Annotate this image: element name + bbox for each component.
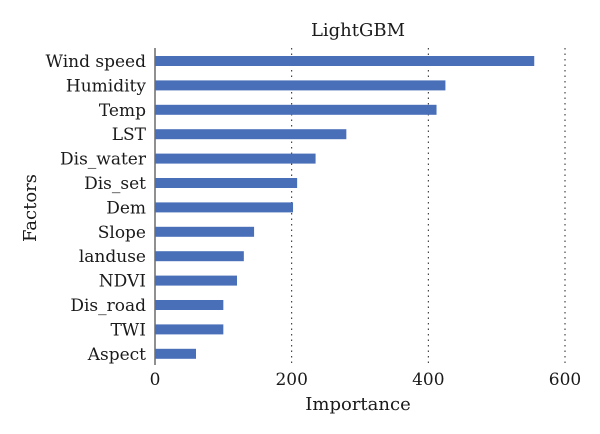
bar-humidity bbox=[155, 80, 446, 91]
x-tick-label: 0 bbox=[150, 370, 161, 390]
x-tick-labels: 0 200 400 600 bbox=[150, 370, 582, 390]
category-labels: Wind speed Humidity Temp LST Dis_water Dis_se… bbox=[46, 52, 147, 365]
bar-dis-set bbox=[155, 178, 298, 188]
bar-landuse bbox=[155, 251, 244, 262]
bar-aspect bbox=[155, 348, 196, 359]
category-label: landuse bbox=[79, 247, 146, 267]
x-tick-label: 600 bbox=[549, 370, 581, 390]
y-axis-label: Factors bbox=[20, 174, 41, 242]
chart-title: LightGBM bbox=[311, 20, 405, 41]
bar-dis-water bbox=[155, 153, 316, 164]
category-label: Slope bbox=[98, 223, 146, 243]
bar-twi bbox=[155, 324, 224, 335]
category-label: Dis_road bbox=[70, 296, 146, 316]
bar-dis-road bbox=[155, 300, 224, 310]
category-label: TWI bbox=[110, 320, 146, 340]
bars bbox=[155, 56, 535, 359]
bar-slope bbox=[155, 226, 255, 237]
category-label: Dem bbox=[106, 198, 146, 218]
category-label: Dis_water bbox=[60, 150, 147, 170]
bar-wind-speed bbox=[155, 56, 535, 66]
x-axis-label: Importance bbox=[305, 394, 410, 415]
category-label: LST bbox=[112, 125, 147, 145]
x-tick-label: 200 bbox=[275, 370, 307, 390]
category-label: Aspect bbox=[87, 345, 146, 365]
bar-lst bbox=[155, 129, 347, 140]
category-label: Wind speed bbox=[46, 52, 147, 72]
x-tick-label: 400 bbox=[412, 370, 444, 390]
bar-ndvi bbox=[155, 275, 237, 286]
bar-dem bbox=[155, 202, 294, 213]
category-label: Dis_set bbox=[84, 174, 146, 194]
category-label: Humidity bbox=[66, 76, 146, 96]
bar-temp bbox=[155, 104, 437, 115]
category-label: Temp bbox=[99, 101, 146, 121]
category-label: NDVI bbox=[99, 272, 146, 292]
